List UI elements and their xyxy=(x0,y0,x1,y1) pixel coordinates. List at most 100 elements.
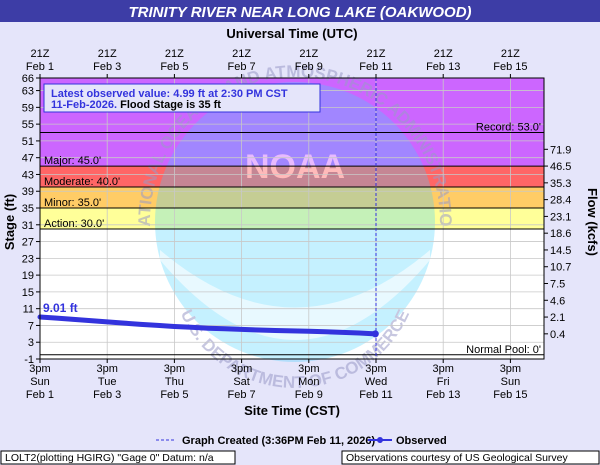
flow-tick-label: 46.5 xyxy=(550,161,571,173)
grid-lines xyxy=(40,78,544,359)
title-bar xyxy=(0,0,600,22)
bottom-tick-date: Feb 3 xyxy=(93,389,121,401)
latest-observed-date: 11-Feb-2026. xyxy=(51,99,117,111)
bottom-tick-date: Feb 1 xyxy=(26,389,54,401)
flood-label-moderate: Moderate: 40.0' xyxy=(44,176,120,188)
latest-observed-line2: 11-Feb-2026. Flood Stage is 35 ft xyxy=(51,99,221,111)
flood-band-minor xyxy=(40,187,544,209)
flood-band-action xyxy=(40,208,544,229)
bottom-tick-date: Feb 7 xyxy=(228,389,256,401)
flow-tick-label: 35.3 xyxy=(550,178,571,190)
flow-tick-label: 4.6 xyxy=(550,295,565,307)
y-axis-right-label: Flow (kcfs) xyxy=(585,188,600,256)
bottom-tick-date: Feb 9 xyxy=(295,389,323,401)
flood-band-moderate xyxy=(40,166,544,188)
flood-label-major: Major: 45.0' xyxy=(44,155,101,167)
bottom-tick-dow: Sun xyxy=(30,376,50,388)
top-tick-time: 21Z xyxy=(232,48,251,60)
y-tick-label: 35 xyxy=(22,203,34,215)
top-tick-date: Feb 1 xyxy=(26,61,54,73)
bottom-tick-time: 3pm xyxy=(231,363,252,375)
footer-left: LOLT2(plotting HGIRG) "Gage 0" Datum: n/… xyxy=(5,452,214,464)
y-tick-label: -1 xyxy=(24,354,34,366)
bottom-tick-dow: Thu xyxy=(165,376,184,388)
top-tick-time: 21Z xyxy=(501,48,520,60)
bottom-tick-dow: Fri xyxy=(437,376,450,388)
observed-start-label: 9.01 ft xyxy=(43,301,78,315)
watermark-bird xyxy=(160,250,430,340)
top-tick-date: Feb 15 xyxy=(493,61,527,73)
flow-tick-label: 2.1 xyxy=(550,312,565,324)
flow-tick-label: 7.5 xyxy=(550,279,565,291)
footer-right: Observations courtesy of US Geological S… xyxy=(346,452,569,464)
bottom-tick-time: 3pm xyxy=(432,363,453,375)
flood-band-labels: Action: 30.0' Minor: 35.0' Moderate: 40.0'… xyxy=(40,78,544,359)
observed-series: 9.01 ft xyxy=(37,301,379,338)
y-tick-label: 31 xyxy=(22,220,34,232)
y-tick-label: 15 xyxy=(22,287,34,299)
y-tick-label: 59 xyxy=(22,102,34,114)
bottom-tick-dow: Tue xyxy=(98,376,117,388)
bottom-tick-dow: Sat xyxy=(233,376,250,388)
top-tick-time: 21Z xyxy=(31,48,50,60)
top-tick-time: 21Z xyxy=(98,48,117,60)
bottom-tick-date: Feb 15 xyxy=(493,389,527,401)
top-tick-date: Feb 7 xyxy=(228,61,256,73)
bottom-tick-dow: Wed xyxy=(365,376,387,388)
y-tick-label: 11 xyxy=(23,304,34,316)
bottom-tick-time: 3pm xyxy=(96,363,117,375)
flow-tick-label: 18.6 xyxy=(550,228,571,240)
bottom-tick-time: 3pm xyxy=(164,363,185,375)
observed-last-point xyxy=(371,330,379,338)
legend-observed: Observed xyxy=(396,435,447,447)
bottom-tick-date: Feb 5 xyxy=(160,389,188,401)
bottom-tick-time: 3pm xyxy=(500,363,521,375)
y-tick-label: 3 xyxy=(28,337,34,349)
y-tick-label: 23 xyxy=(22,253,34,265)
top-axis-label: Universal Time (UTC) xyxy=(226,26,357,41)
y-tick-label: 51 xyxy=(22,136,34,148)
footer-right-box xyxy=(341,450,600,465)
top-tick-time: 21Z xyxy=(434,48,453,60)
flow-tick-label: 23.1 xyxy=(550,211,571,223)
flood-label-action: Action: 30.0' xyxy=(44,218,104,230)
top-tick-time: 21Z xyxy=(367,48,386,60)
flow-tick-label: 10.7 xyxy=(550,262,571,274)
flow-tick-label: 71.9 xyxy=(550,144,571,156)
plot-frame xyxy=(39,77,545,360)
flow-tick-label: 0.4 xyxy=(550,329,565,341)
top-tick-time: 21Z xyxy=(165,48,184,60)
y-tick-label: 66 xyxy=(22,73,34,85)
bottom-tick-date: Feb 11 xyxy=(359,389,392,401)
y-tick-label: 43 xyxy=(22,169,34,181)
bottom-tick-date: Feb 13 xyxy=(426,389,460,401)
plot-background xyxy=(40,78,544,359)
top-tick-date: Feb 13 xyxy=(426,61,460,73)
legend-observed-marker xyxy=(377,437,383,443)
y-tick-label: 55 xyxy=(22,119,34,131)
x-axis-label: Site Time (CST) xyxy=(244,403,340,418)
y-tick-label: 47 xyxy=(22,153,34,165)
latest-observed-line1: Latest observed value: 4.99 ft at 2:30 P… xyxy=(51,88,288,100)
observed-line xyxy=(37,314,378,337)
bottom-tick-time: 3pm xyxy=(365,363,386,375)
latest-observed-box xyxy=(43,83,321,113)
top-tick-date: Feb 5 xyxy=(160,61,188,73)
bottom-tick-dow: Mon xyxy=(298,376,319,388)
bottom-tick-time: 3pm xyxy=(298,363,319,375)
footer-left-box xyxy=(0,450,236,465)
flow-tick-label: 14.5 xyxy=(550,245,571,257)
y-tick-label: 7 xyxy=(28,320,34,332)
y-tick-label: 39 xyxy=(22,186,34,198)
top-tick-date: Feb 9 xyxy=(295,61,323,73)
chart-title: TRINITY RIVER NEAR LONG LAKE (OAKWOOD) xyxy=(128,4,471,21)
record-label: Record: 53.0' xyxy=(476,122,541,134)
flow-tick-label: 28.4 xyxy=(550,195,571,207)
y-axis-right: 0.4 2.1 4.6 7.5 10.7 14.5 18.6 23.1 28.4 35.3 46.5… xyxy=(544,144,571,341)
y-tick-label: 19 xyxy=(22,270,34,282)
top-tick-date: Feb 3 xyxy=(93,61,121,73)
